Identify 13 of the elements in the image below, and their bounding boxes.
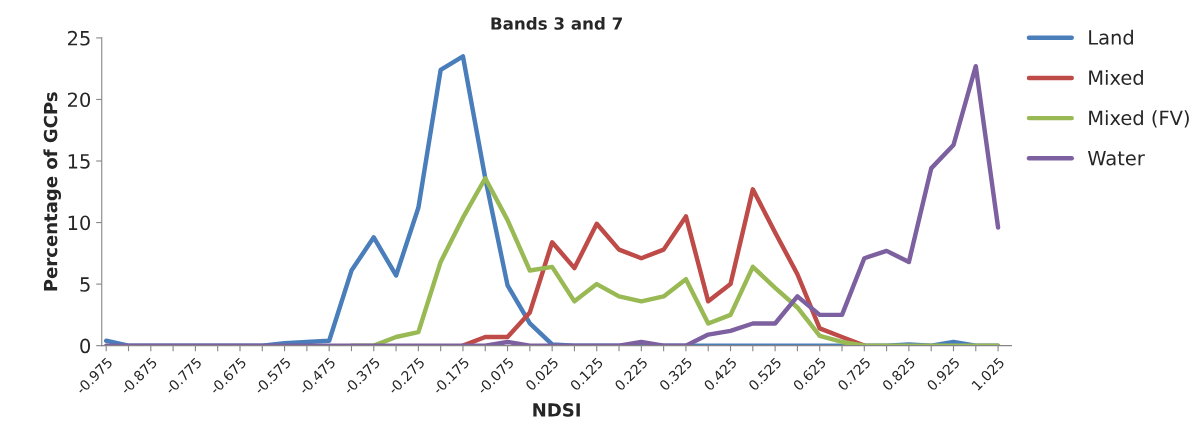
legend-label: Land <box>1089 29 1133 45</box>
y-tick-label: 10 <box>68 215 91 231</box>
legend-label: Mixed (FV) <box>1089 110 1189 128</box>
y-tick-label: 0 <box>80 338 91 354</box>
y-tick-label: 25 <box>68 30 90 46</box>
y-tick-label: 20 <box>68 92 91 108</box>
y-tick-label: 5 <box>80 277 90 292</box>
y-axis-title: Percentage of GCPs <box>43 92 62 291</box>
y-tick-label: 15 <box>68 154 90 169</box>
legend-label: Water <box>1087 150 1145 166</box>
chart-title: Bands 3 and 7 <box>491 16 622 30</box>
x-axis-title: NDSI <box>533 403 580 417</box>
legend-label: Mixed <box>1089 69 1143 85</box>
